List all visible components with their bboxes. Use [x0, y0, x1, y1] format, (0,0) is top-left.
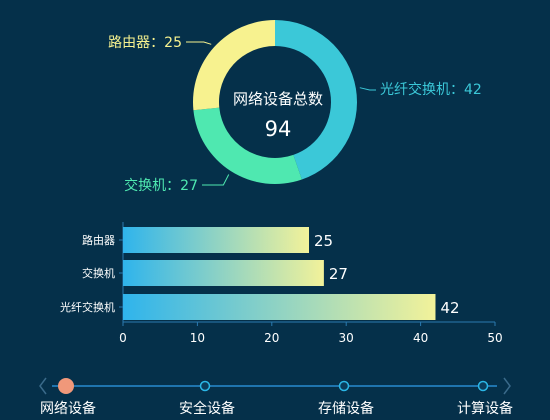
donut-leader-line: [202, 174, 230, 186]
donut-slice[interactable]: [275, 20, 357, 180]
bar-value-label: 25: [314, 232, 333, 250]
donut-leader-line: [186, 41, 212, 45]
bar[interactable]: [123, 294, 436, 320]
timeline-dot[interactable]: [338, 380, 350, 392]
chevron-right-icon[interactable]: [503, 377, 511, 395]
bar[interactable]: [123, 260, 324, 286]
timeline-label[interactable]: 计算设备: [457, 400, 513, 417]
donut-slice[interactable]: [193, 107, 302, 184]
donut-center-title: 网络设备总数: [233, 90, 323, 108]
x-tick-label: 0: [119, 331, 127, 345]
bar-chart: 0 10 20 30 40 50 路由器 25 交换机 27 光纤交换机 42: [60, 222, 503, 345]
x-tick-label: 50: [487, 331, 502, 345]
donut-slice-label: 光纤交换机：42: [380, 81, 482, 98]
donut-center-total: 94: [265, 117, 292, 141]
donut-labels: 光纤交换机：42 交换机：27 路由器：25: [108, 35, 482, 194]
bar[interactable]: [123, 227, 309, 253]
donut-slice-label: 路由器：25: [108, 35, 182, 51]
donut-slice[interactable]: [193, 20, 275, 111]
x-tick-label: 30: [339, 331, 354, 345]
donut-slice-label: 交换机：27: [124, 177, 198, 194]
y-tick-label: 光纤交换机: [60, 300, 115, 314]
x-tick-label: 10: [190, 331, 205, 345]
x-tick-label: 40: [413, 331, 428, 345]
donut-leader-line: [359, 87, 376, 91]
timeline-dot[interactable]: [477, 380, 489, 392]
y-tick-label: 交换机: [82, 266, 115, 280]
bar-value-label: 42: [440, 299, 459, 317]
timeline: 网络设备 安全设备 存储设备 计算设备: [39, 377, 513, 417]
timeline-label[interactable]: 网络设备: [40, 400, 96, 417]
x-tick-label: 20: [264, 331, 279, 345]
timeline-label[interactable]: 安全设备: [179, 400, 235, 417]
chevron-left-icon[interactable]: [39, 377, 47, 395]
bar-value-label: 27: [329, 265, 348, 283]
timeline-dot[interactable]: [199, 380, 211, 392]
timeline-label[interactable]: 存储设备: [318, 400, 374, 417]
timeline-dot-active[interactable]: [58, 378, 74, 394]
y-tick-label: 路由器: [82, 233, 115, 247]
donut-chart: [193, 20, 357, 184]
